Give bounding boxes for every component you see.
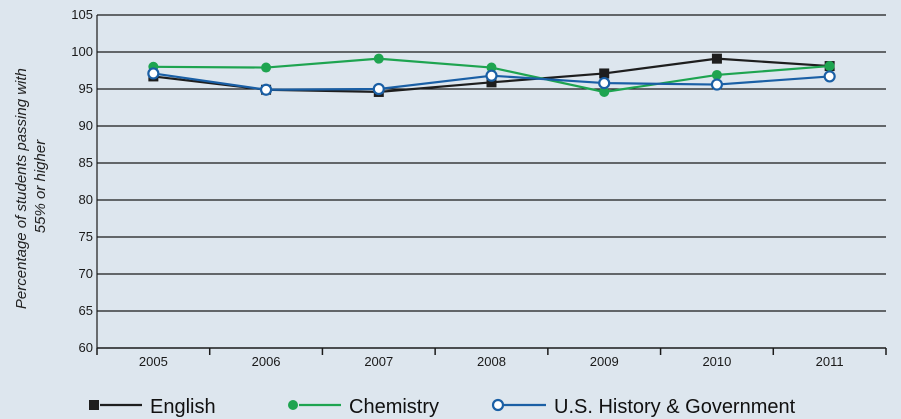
x-tick-labels: 2005 2006 2007 2008 2009 2010 2011 <box>139 354 844 369</box>
y-tick-label-90: 90 <box>79 118 93 133</box>
legend-item-1: Chemistry <box>288 396 439 418</box>
data-point-1-2009 <box>599 86 610 97</box>
data-point-0-2009 <box>599 68 610 79</box>
y-tick-label-60: 60 <box>79 340 93 355</box>
legend: English Chemistry U.S. History & Governmen… <box>89 396 796 418</box>
series-group <box>147 53 836 97</box>
series-2 <box>147 67 836 96</box>
legend-label-1: Chemistry <box>349 396 439 418</box>
data-point-2-2008 <box>485 69 498 82</box>
data-point-1-2010 <box>711 69 722 80</box>
y-tick-label-65: 65 <box>79 303 93 318</box>
legend-marker-2 <box>491 398 505 412</box>
x-tick-label-2008: 2008 <box>477 354 506 369</box>
y-tick-label-105: 105 <box>71 7 93 22</box>
y-tick-label-75: 75 <box>79 229 93 244</box>
y-tick-label-85: 85 <box>79 155 93 170</box>
x-tick-label-2010: 2010 <box>702 354 731 369</box>
x-tick-label-2009: 2009 <box>590 354 619 369</box>
data-point-2-2006 <box>259 83 273 96</box>
y-tick-label-80: 80 <box>79 192 93 207</box>
y-axis-title-line-1: Percentage of students passing with <box>13 68 30 309</box>
data-point-2-2007 <box>372 82 385 96</box>
legend-label-0: English <box>150 396 216 418</box>
y-tick-label-95: 95 <box>79 81 93 96</box>
data-point-1-2006 <box>261 62 272 73</box>
data-point-2-2011 <box>823 70 836 83</box>
data-point-1-2007 <box>373 53 384 64</box>
data-point-2-2010 <box>710 78 724 91</box>
x-tick-label-2006: 2006 <box>252 354 281 369</box>
data-point-0-2008 <box>486 77 497 88</box>
data-point-1-2008 <box>486 62 497 73</box>
legend-label-2: U.S. History & Government <box>554 396 796 418</box>
y-tick-label-70: 70 <box>79 266 93 281</box>
legend-marker-0 <box>89 400 99 410</box>
y-tick-labels: 60 65 70 75 80 85 90 95 100 105 <box>71 7 93 355</box>
y-axis-title-line-2: 55% or higher <box>32 139 49 233</box>
x-axis <box>96 347 887 355</box>
legend-item-0: English <box>89 396 216 418</box>
x-tick-label-2005: 2005 <box>139 354 168 369</box>
y-tick-label-100: 100 <box>71 44 93 59</box>
data-point-2-2005 <box>147 67 160 80</box>
y-axis-title: Percentage of students passing with 55% … <box>13 64 49 309</box>
data-point-1-2011 <box>824 61 835 72</box>
data-point-2-2009 <box>598 76 611 90</box>
x-tick-label-2007: 2007 <box>364 354 393 369</box>
legend-item-2: U.S. History & Government <box>491 396 796 418</box>
data-point-0-2010 <box>711 53 722 64</box>
gridlines <box>96 14 886 348</box>
legend-marker-1 <box>288 400 298 410</box>
x-tick-label-2011: 2011 <box>816 354 844 369</box>
